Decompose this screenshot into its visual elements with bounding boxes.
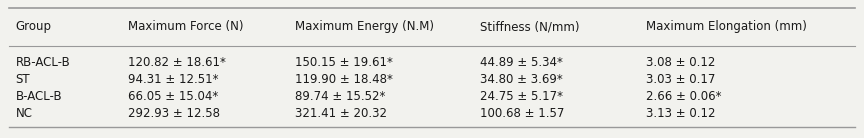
Text: B-ACL-B: B-ACL-B — [16, 90, 62, 103]
Text: 119.90 ± 18.48*: 119.90 ± 18.48* — [295, 73, 393, 86]
Text: 100.68 ± 1.57: 100.68 ± 1.57 — [480, 107, 564, 120]
Text: 44.89 ± 5.34*: 44.89 ± 5.34* — [480, 56, 562, 69]
Text: 150.15 ± 19.61*: 150.15 ± 19.61* — [295, 56, 393, 69]
Text: 292.93 ± 12.58: 292.93 ± 12.58 — [128, 107, 219, 120]
Text: RB-ACL-B: RB-ACL-B — [16, 56, 70, 69]
Text: ST: ST — [16, 73, 30, 86]
Text: 2.66 ± 0.06*: 2.66 ± 0.06* — [646, 90, 721, 103]
Text: NC: NC — [16, 107, 33, 120]
Text: Maximum Force (N): Maximum Force (N) — [128, 20, 244, 33]
Text: 321.41 ± 20.32: 321.41 ± 20.32 — [295, 107, 387, 120]
Text: Maximum Elongation (mm): Maximum Elongation (mm) — [646, 20, 807, 33]
Text: 24.75 ± 5.17*: 24.75 ± 5.17* — [480, 90, 562, 103]
Text: Group: Group — [16, 20, 52, 33]
Text: Stiffness (N/mm): Stiffness (N/mm) — [480, 20, 579, 33]
Text: 66.05 ± 15.04*: 66.05 ± 15.04* — [128, 90, 218, 103]
Text: 89.74 ± 15.52*: 89.74 ± 15.52* — [295, 90, 386, 103]
Text: 34.80 ± 3.69*: 34.80 ± 3.69* — [480, 73, 562, 86]
Text: 3.03 ± 0.17: 3.03 ± 0.17 — [646, 73, 715, 86]
Text: 3.13 ± 0.12: 3.13 ± 0.12 — [646, 107, 715, 120]
Text: 120.82 ± 18.61*: 120.82 ± 18.61* — [128, 56, 226, 69]
Text: Maximum Energy (N.M): Maximum Energy (N.M) — [295, 20, 435, 33]
Text: 94.31 ± 12.51*: 94.31 ± 12.51* — [128, 73, 219, 86]
Text: 3.08 ± 0.12: 3.08 ± 0.12 — [646, 56, 715, 69]
